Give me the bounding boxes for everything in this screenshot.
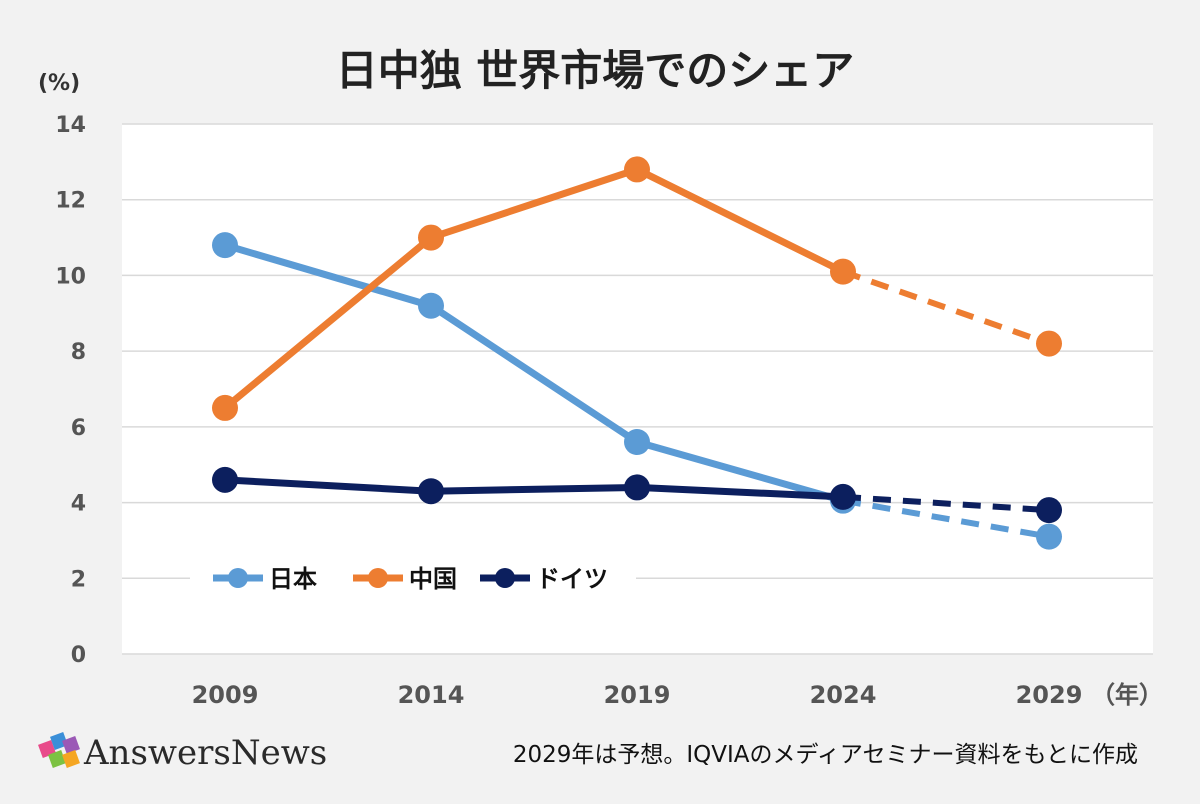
data-point xyxy=(624,156,650,183)
legend-label: 中国 xyxy=(409,565,457,593)
puzzle-icon xyxy=(38,732,80,768)
series-line-forecast xyxy=(842,493,1050,514)
x-tick-label: 2029 xyxy=(1016,681,1083,709)
y-tick-label: 12 xyxy=(55,189,86,214)
y-tick-label: 14 xyxy=(55,113,86,138)
data-point xyxy=(830,483,856,510)
x-axis-unit: （年） xyxy=(1091,681,1163,709)
legend-label: 日本 xyxy=(269,565,317,593)
x-tick-label: 2024 xyxy=(810,681,877,709)
series-lines xyxy=(212,156,1062,550)
x-tick-labels: 2009 2014 2019 2024 2029 xyxy=(192,681,1083,709)
y-tick-label: 10 xyxy=(55,264,86,289)
series-1 xyxy=(212,156,1062,421)
brand-name: AnswersNews xyxy=(83,733,327,773)
data-point xyxy=(1036,523,1062,550)
y-tick-label: 0 xyxy=(71,643,86,668)
y-tick-label: 4 xyxy=(71,492,86,517)
series-2 xyxy=(212,466,1062,524)
data-point xyxy=(418,292,444,319)
y-tick-label: 6 xyxy=(71,416,86,441)
x-tick-label: 2019 xyxy=(604,681,671,709)
legend: 日本 中国 ドイツ xyxy=(190,556,636,600)
data-point xyxy=(624,429,650,455)
legend-label: ドイツ xyxy=(536,565,608,593)
data-point xyxy=(418,478,444,505)
chart-title: 日中独 世界市場でのシェア xyxy=(336,46,855,95)
data-point xyxy=(212,466,238,493)
legend-swatch-marker xyxy=(368,568,388,588)
series-line-forecast xyxy=(842,268,1050,347)
series-line-actual xyxy=(224,476,844,501)
data-point xyxy=(624,474,650,501)
legend-swatch-marker xyxy=(228,568,248,588)
series-0 xyxy=(212,232,1062,550)
series-line-actual xyxy=(224,241,844,505)
legend-box xyxy=(190,556,636,600)
y-tick-labels: 0 2 4 6 8 10 12 14 xyxy=(55,113,86,668)
x-tick-label: 2009 xyxy=(192,681,259,709)
brand-logo: AnswersNews xyxy=(38,732,327,773)
data-point xyxy=(1036,330,1062,357)
data-point xyxy=(418,224,444,251)
legend-swatch-marker xyxy=(495,568,515,588)
series-line-actual xyxy=(222,165,845,411)
y-axis-unit: (%) xyxy=(38,71,80,96)
series-line-forecast xyxy=(842,497,1050,540)
x-tick-label: 2014 xyxy=(398,681,465,709)
source-note: 2029年は予想。IQVIAのメディアセミナー資料をもとに作成 xyxy=(513,742,1138,768)
data-point xyxy=(212,232,238,259)
data-point xyxy=(830,258,856,285)
data-point xyxy=(1036,497,1062,524)
y-tick-label: 8 xyxy=(71,340,86,365)
data-point xyxy=(212,394,238,421)
y-tick-label: 2 xyxy=(71,567,86,592)
